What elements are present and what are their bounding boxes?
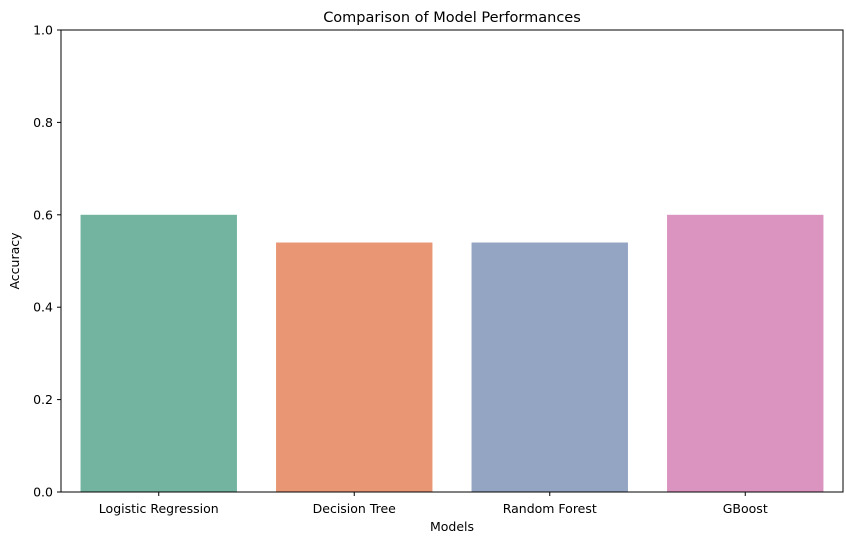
y-tick-label: 0.6: [33, 207, 53, 222]
y-axis-label: Accuracy: [7, 232, 22, 290]
y-tick-label: 0.2: [33, 392, 53, 407]
bar-2: [471, 242, 628, 492]
y-tick-label: 0.0: [33, 485, 53, 500]
bars-layer: [80, 214, 824, 493]
y-axis-ticks: 0.0 0.2 0.4 0.6 0.8 1.0: [33, 23, 61, 500]
x-tick-label: Random Forest: [503, 501, 597, 516]
chart-title: Comparison of Model Performances: [323, 10, 581, 26]
x-tick-label: Logistic Regression: [99, 501, 219, 516]
x-tick-label: GBoost: [723, 501, 768, 516]
x-tick-label: Decision Tree: [313, 501, 397, 516]
y-tick-label: 1.0: [33, 23, 53, 38]
bar-0: [80, 214, 237, 493]
bar-3: [667, 214, 824, 493]
y-tick-label: 0.8: [33, 115, 53, 130]
x-axis-label: Models: [430, 519, 474, 534]
plot-frame: [60, 29, 844, 493]
bar-1: [276, 242, 433, 492]
y-tick-label: 0.4: [33, 300, 53, 315]
x-axis-ticks: Logistic Regression Decision Tree Random F…: [99, 492, 768, 516]
